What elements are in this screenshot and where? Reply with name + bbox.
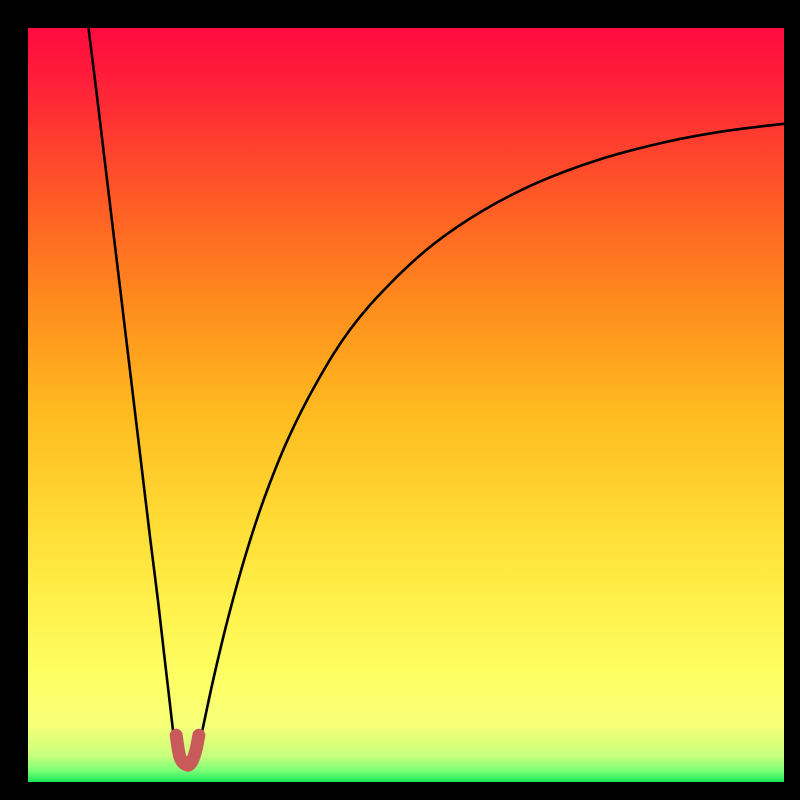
chart-svg — [28, 28, 784, 782]
frame-top — [0, 0, 800, 28]
frame-left — [0, 0, 28, 800]
frame-bottom — [0, 782, 800, 800]
figure-root: TheBottlenecker.com — [0, 0, 800, 800]
right-curve — [196, 124, 784, 761]
dip-marker — [176, 735, 199, 765]
frame-right — [784, 0, 800, 800]
plot-area — [28, 28, 784, 782]
left-curve — [88, 28, 178, 761]
